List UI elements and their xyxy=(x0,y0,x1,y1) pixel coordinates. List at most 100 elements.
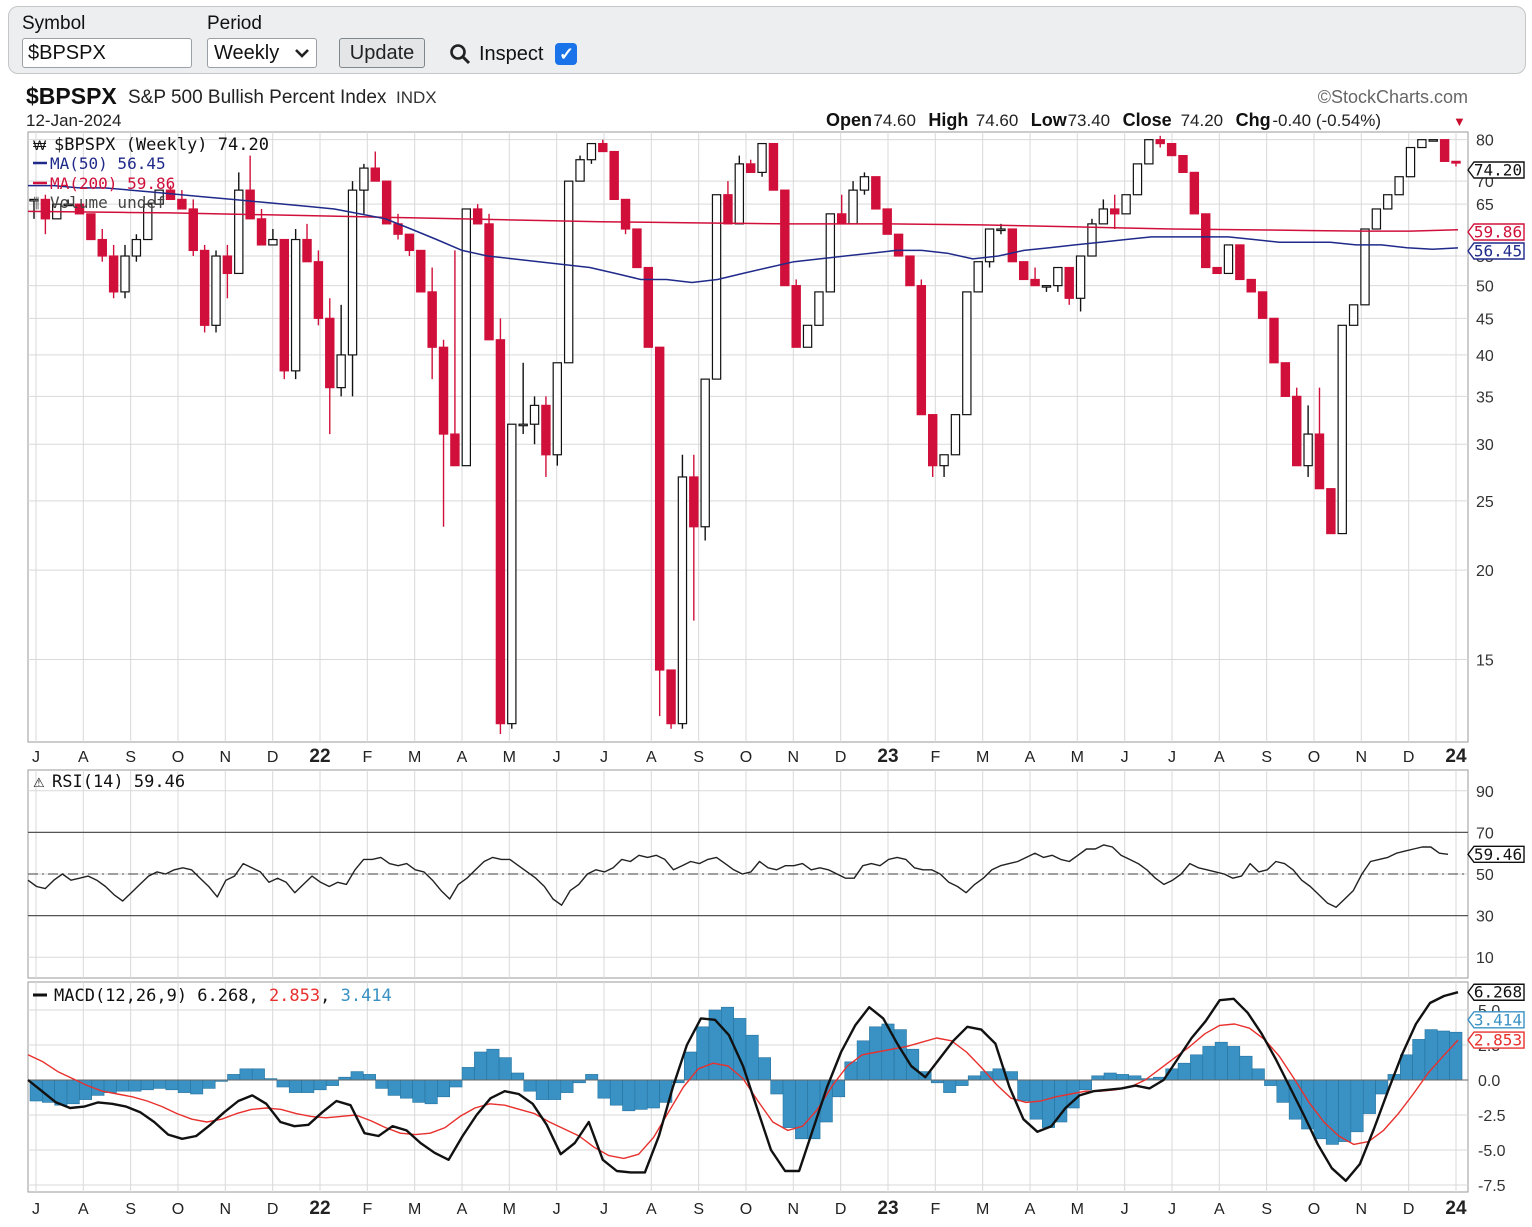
candle-body xyxy=(734,163,745,225)
macd-histogram-bar xyxy=(400,1079,413,1099)
candle-body xyxy=(325,317,335,389)
inspect-checkbox[interactable]: ✓ xyxy=(555,43,578,65)
macd-histogram-bar xyxy=(646,1079,660,1109)
candle-body xyxy=(859,176,870,191)
macd-histogram-bar xyxy=(1227,1046,1241,1081)
candle-body xyxy=(1235,244,1245,281)
candle-body xyxy=(143,203,153,241)
macd-histogram-bar xyxy=(116,1079,130,1092)
macd-histogram-bar xyxy=(634,1079,648,1110)
x-axis-month-label: M xyxy=(976,1201,989,1218)
symbol-label: Symbol xyxy=(22,13,86,34)
candle-body xyxy=(632,228,642,269)
macd-legend-hist: 3.414 xyxy=(341,986,392,1006)
candle-body xyxy=(120,255,130,293)
macd-histogram-bar xyxy=(437,1079,451,1098)
macd-histogram-bar xyxy=(585,1074,599,1081)
chart-date: 12-Jan-2024 xyxy=(26,111,121,130)
candle-body xyxy=(973,261,983,293)
candle-body xyxy=(1428,139,1438,142)
candle-body xyxy=(97,238,107,257)
chg-value: -0.40 (-0.54%) xyxy=(1272,111,1381,130)
rsi-tick-label: 10 xyxy=(1476,950,1494,967)
x-axis-month-label: 22 xyxy=(309,746,330,767)
ma200-tag: 59.86 xyxy=(1467,223,1525,242)
macd-histogram-bar xyxy=(622,1079,636,1112)
x-axis-month-label: A xyxy=(78,1201,89,1218)
macd-histogram-bar xyxy=(1251,1068,1265,1081)
x-axis-month-label: 23 xyxy=(877,1198,898,1219)
candle-body xyxy=(1337,324,1347,535)
chg-label: Chg xyxy=(1236,110,1271,130)
candle-body xyxy=(1053,266,1063,287)
macd-histogram-bar xyxy=(128,1079,142,1092)
candle-body xyxy=(757,142,767,173)
candle-body xyxy=(1075,255,1086,299)
macd-histogram-bar xyxy=(745,1034,759,1081)
macd-tick-label: -5.0 xyxy=(1478,1143,1506,1160)
symbol-input[interactable]: $BPSPX xyxy=(22,38,192,68)
x-axis-month-label: A xyxy=(1214,749,1225,766)
inspect-toggle[interactable]: Inspect ✓ xyxy=(449,40,578,68)
rsi-tick-label: 70 xyxy=(1476,825,1494,842)
rsi-legend-icon: ⚠ xyxy=(33,775,45,790)
candle-body xyxy=(427,291,437,348)
macd-histogram-bar xyxy=(276,1079,290,1088)
macd-histogram-bar xyxy=(1362,1079,1376,1114)
x-axis-month-label: 24 xyxy=(1445,1198,1467,1219)
rsi-tick-label: 30 xyxy=(1476,909,1494,926)
x-axis-month-label: O xyxy=(1308,749,1320,766)
candle-body xyxy=(1394,176,1404,196)
macd-legend-main: MACD(12,26,9) 6.268, xyxy=(54,986,269,1006)
macd-histogram-bar xyxy=(239,1068,253,1081)
macd-histogram-bar xyxy=(1177,1062,1191,1081)
update-button[interactable]: Update xyxy=(339,38,425,68)
macd-signal-tag-text: 2.853 xyxy=(1474,1031,1522,1050)
macd-histogram-bar xyxy=(1202,1046,1216,1081)
period-select[interactable]: Weekly xyxy=(207,38,317,68)
x-axis-month-label: S xyxy=(693,749,704,766)
ma200-line xyxy=(27,210,1459,232)
candle-body xyxy=(268,238,278,246)
macd-histogram-bar xyxy=(190,1079,204,1095)
chg-down-icon: ▼ xyxy=(1453,114,1466,129)
macd-histogram-bar xyxy=(387,1079,401,1096)
x-axis-month-label: F xyxy=(362,749,372,766)
candle-body xyxy=(450,433,460,467)
macd-histogram-bar xyxy=(313,1079,327,1091)
candle-body xyxy=(1178,154,1188,173)
candle-body xyxy=(1292,395,1302,467)
candle-body xyxy=(222,255,233,275)
candle-body xyxy=(1439,139,1450,162)
x-axis-month-label: N xyxy=(1356,1201,1368,1218)
macd-histogram-bar xyxy=(906,1048,920,1081)
candle-body xyxy=(1166,142,1177,157)
candle-body xyxy=(1280,362,1291,397)
price-tick-label: 45 xyxy=(1476,311,1494,328)
macd-histogram-bar xyxy=(177,1079,191,1093)
macd-histogram-bar xyxy=(1017,1079,1031,1102)
candle-body xyxy=(950,414,961,456)
candle-body xyxy=(1371,208,1382,230)
candle-body xyxy=(1007,228,1018,263)
toolbar: Symbol $BPSPX Period Weekly Update Inspe… xyxy=(8,6,1526,74)
rsi-value-tag-text: 59.46 xyxy=(1474,845,1522,864)
ma200-tag-box xyxy=(1467,223,1525,241)
macd-histogram-bar xyxy=(1079,1079,1092,1091)
candle-body xyxy=(1201,213,1211,269)
macd-histogram-bar xyxy=(1128,1075,1142,1081)
macd-histogram-bar xyxy=(301,1079,315,1093)
x-axis-month-label: J xyxy=(600,1201,608,1218)
macd-tick-label: -7.5 xyxy=(1478,1178,1506,1195)
chevron-down-icon xyxy=(295,49,309,58)
rsi-tick-label: 50 xyxy=(1476,867,1494,884)
brand-logo: ©StockCharts.com xyxy=(1318,87,1468,107)
candle-body xyxy=(1348,304,1359,326)
macd-value-tag-text: 6.268 xyxy=(1474,983,1522,1002)
candle-body xyxy=(461,208,472,467)
macd-histogram-bar xyxy=(609,1079,623,1106)
macd-histogram-bar xyxy=(696,1026,710,1081)
candle-body xyxy=(939,454,949,467)
candle-body xyxy=(1155,139,1165,145)
x-axis-month-label: J xyxy=(553,1201,561,1218)
